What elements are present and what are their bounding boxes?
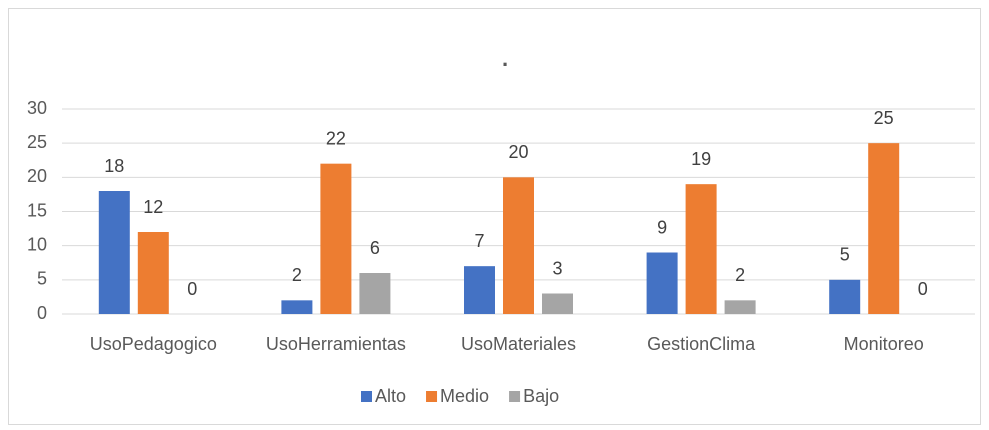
bar bbox=[359, 273, 391, 314]
legend-swatch bbox=[426, 391, 438, 402]
y-tick-label: 15 bbox=[27, 200, 47, 220]
data-label: 19 bbox=[691, 149, 711, 169]
bar bbox=[320, 163, 352, 314]
x-tick-label: UsoPedagogico bbox=[90, 334, 217, 354]
data-label: 12 bbox=[143, 197, 163, 217]
y-tick-label: 10 bbox=[27, 234, 47, 254]
x-tick-label: Monitoreo bbox=[844, 334, 924, 354]
data-label: 3 bbox=[552, 258, 562, 278]
bar bbox=[281, 300, 313, 314]
y-tick-label: 20 bbox=[27, 166, 47, 186]
y-tick-label: 30 bbox=[27, 98, 47, 118]
bar bbox=[137, 232, 169, 314]
legend-label: Bajo bbox=[523, 386, 559, 406]
data-label: 22 bbox=[326, 128, 346, 148]
bar bbox=[98, 191, 130, 314]
data-label: 5 bbox=[840, 245, 850, 265]
bar bbox=[464, 266, 495, 314]
data-label: 7 bbox=[474, 231, 484, 251]
legend-swatch bbox=[361, 391, 372, 402]
x-tick-label: UsoHerramientas bbox=[266, 334, 406, 354]
y-tick-label: 5 bbox=[37, 269, 47, 289]
bar bbox=[685, 184, 717, 314]
data-label: 2 bbox=[292, 265, 302, 285]
y-tick-label: 0 bbox=[37, 303, 47, 323]
data-label: 9 bbox=[657, 217, 667, 237]
data-label: 0 bbox=[187, 279, 197, 299]
data-label: 0 bbox=[918, 279, 928, 299]
bar bbox=[829, 279, 861, 314]
chart-border bbox=[8, 8, 981, 425]
data-label: 2 bbox=[735, 265, 745, 285]
bar bbox=[868, 143, 900, 314]
data-label: 25 bbox=[874, 108, 894, 128]
chart-title: . bbox=[502, 46, 508, 71]
x-tick-label: UsoMateriales bbox=[461, 334, 576, 354]
x-tick-label: GestionClima bbox=[647, 334, 756, 354]
bar bbox=[503, 177, 534, 314]
data-label: 6 bbox=[370, 238, 380, 258]
bar bbox=[646, 252, 678, 314]
data-label: 18 bbox=[104, 156, 124, 176]
legend-label: Alto bbox=[375, 386, 406, 406]
legend-label: Medio bbox=[440, 386, 489, 406]
data-label: 20 bbox=[508, 142, 528, 162]
legend-swatch bbox=[509, 391, 521, 402]
bar bbox=[724, 300, 756, 314]
y-tick-label: 25 bbox=[27, 132, 47, 152]
bar bbox=[542, 293, 573, 314]
